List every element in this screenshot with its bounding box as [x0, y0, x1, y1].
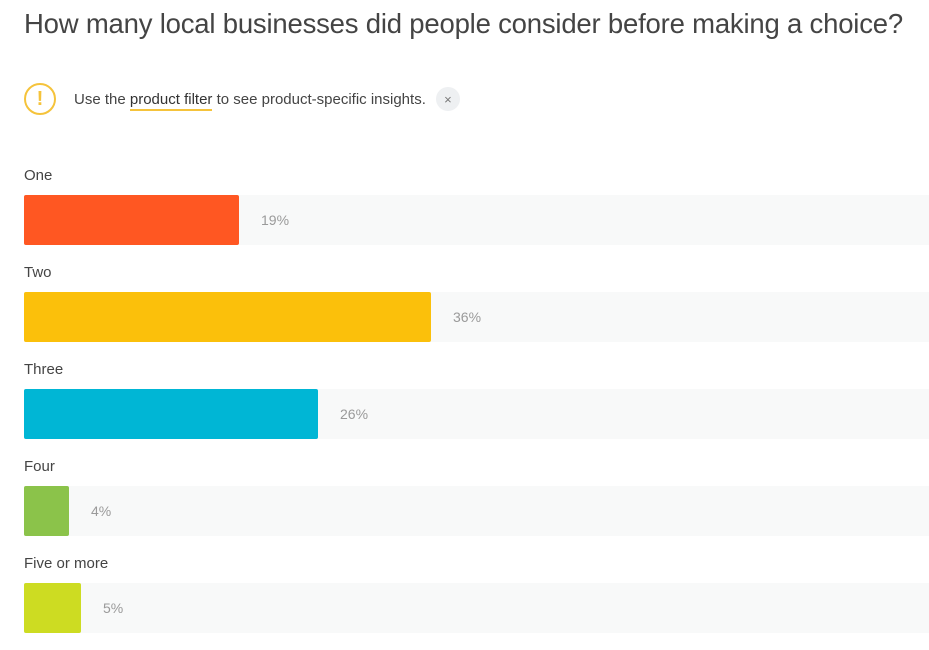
notice-suffix: to see product-specific insights. [216, 90, 426, 108]
category-label: Five or more [24, 555, 109, 572]
page-title: How many local businesses did people con… [24, 8, 903, 39]
value-label: 26% [340, 406, 369, 422]
bar [24, 583, 81, 633]
bar-row: Two 36% [24, 262, 929, 342]
value-label: 19% [261, 212, 290, 228]
notice-text: Use the product filter to see product-sp… [74, 90, 426, 111]
bar-track: 26% [24, 389, 929, 439]
bar-track: 4% [24, 486, 929, 536]
bar-track: 5% [24, 583, 929, 633]
bar [24, 292, 431, 342]
bar-row: Three 26% [24, 359, 929, 439]
warning-icon: ! [24, 83, 56, 115]
bar-row: Five or more 5% [24, 553, 929, 633]
value-label: 5% [103, 600, 124, 616]
bar-chart: One 19% Two 36% Three 26% Four 4% Five or more 5% [24, 165, 929, 650]
product-filter-notice: ! Use the product filter to see product-… [24, 80, 460, 118]
bar-row: One 19% [24, 165, 929, 245]
bar-track: 36% [24, 292, 929, 342]
bar-track: 19% [24, 195, 929, 245]
bar [24, 486, 69, 536]
bar [24, 195, 239, 245]
notice-prefix: Use the [74, 90, 126, 108]
product-filter-link[interactable]: product filter [129, 90, 213, 111]
value-label: 36% [453, 309, 482, 325]
category-label: Four [24, 458, 55, 475]
close-icon[interactable]: × [435, 87, 460, 111]
category-label: Two [24, 264, 52, 281]
bar-row: Four 4% [24, 456, 929, 536]
bar [24, 389, 318, 439]
category-label: One [24, 167, 53, 184]
category-label: Three [24, 361, 64, 378]
value-label: 4% [91, 503, 112, 519]
